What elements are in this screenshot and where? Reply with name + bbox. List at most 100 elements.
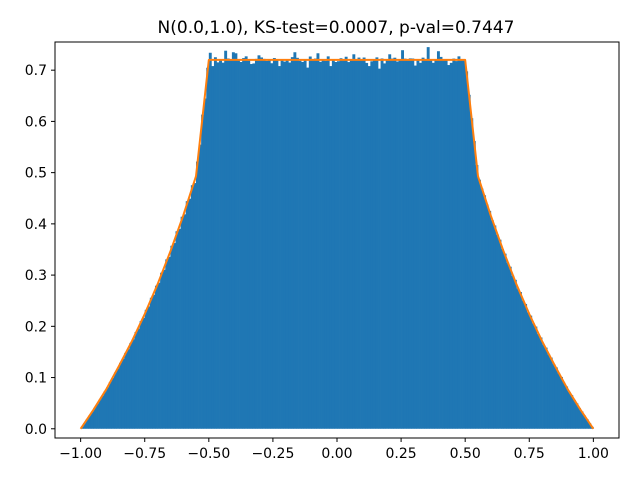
histogram-bar [229,59,233,429]
histogram-bar [167,256,171,429]
x-tick-label: 1.00 [578,446,609,462]
histogram-bar [544,347,548,429]
y-tick-label: 0.6 [25,114,47,130]
x-tick-label: 0.50 [450,446,481,462]
histogram-bar [190,185,194,429]
histogram-bar [175,231,179,429]
histogram-bar [465,71,469,429]
histogram-bar [362,57,366,429]
histogram-bar [231,52,235,429]
histogram-bar [390,58,394,429]
histogram-bar [131,339,135,429]
histogram-bar [462,60,466,429]
histogram-bar [326,56,330,429]
histogram-bar [313,58,317,429]
histogram-bar [147,306,151,429]
histogram-bar [139,321,143,429]
histogram-bar [124,352,128,429]
histogram-bar [372,59,376,429]
histogram-bar [516,288,520,429]
histogram-bar [495,234,499,429]
histogram-bar [306,67,310,429]
y-tick-label: 0.5 [25,166,47,182]
histogram-bar [93,407,97,429]
histogram-bar [196,161,199,429]
histogram-bar [457,56,461,429]
histogram-bar [498,239,502,429]
histogram-bar [262,58,266,429]
histogram-bar [472,141,476,429]
histogram-bar [354,60,358,429]
histogram-bar [493,225,497,429]
x-tick-label: 0.75 [514,446,545,462]
histogram-bar [88,415,92,429]
histogram-bar [152,294,156,429]
histogram-bar [575,403,579,429]
histogram-bar [562,382,566,429]
histogram-bar [121,358,125,429]
histogram-bar [501,249,504,429]
histogram-bar [180,216,184,429]
histogram-bar [536,334,540,429]
histogram-bar [90,411,94,429]
x-tick-label: −0.25 [251,446,294,462]
histogram-bar [126,349,130,429]
histogram-bar [542,344,545,429]
histogram-bar [444,59,448,429]
histogram-bar [193,183,197,429]
histogram-bar [526,312,530,429]
histogram-bar [144,309,148,429]
histogram-bar [554,367,558,429]
histogram-bar [162,269,166,429]
x-tick-label: 0.25 [386,446,417,462]
histogram-bar [226,58,230,429]
histogram-bar [370,61,374,429]
y-tick-label: 0.1 [25,371,47,387]
histogram-bar [172,243,176,429]
histogram-bar [342,60,346,429]
histogram-bar [206,67,210,429]
histogram-bar [467,94,471,429]
histogram-bar [436,51,440,429]
histogram-bar [337,61,340,429]
histogram-bar [539,337,543,429]
fitted-pdf-line [79,58,595,430]
histogram-bar [583,415,587,429]
histogram-bar [216,62,220,429]
histogram-bar [224,50,228,429]
histogram-bar [378,68,381,429]
histogram-bar [426,47,430,429]
histogram-bar [380,58,384,429]
histogram-bar [434,59,438,429]
histogram-bar [585,419,589,429]
histogram-bar [365,62,369,429]
histogram-bar [565,386,569,429]
histogram-bar [295,57,299,429]
histogram-bar [454,61,458,429]
histogram-bar [298,60,302,429]
histogram-bar [560,376,563,429]
histogram-bar [324,60,328,429]
histogram-bar [83,423,87,429]
histogram-bar [257,55,261,429]
histogram-bar [221,62,225,429]
histogram-bar [106,387,110,429]
x-tick-label: 0.00 [321,446,352,462]
histogram-bar [211,66,215,429]
histogram-bar [111,377,115,429]
histogram-bar [475,164,479,429]
histogram-bar [567,391,571,429]
x-tick-label: −0.50 [187,446,230,462]
histogram-bar [247,60,251,429]
histogram-bar [503,253,507,429]
histogram-bar [552,364,556,429]
histogram-bar [401,50,404,429]
histogram-bar [480,188,484,429]
histogram-bar [249,64,253,429]
histogram-bar [439,56,443,429]
histogram-bar [421,57,425,429]
y-tick-label: 0.2 [25,319,47,335]
histogram-bar [395,61,399,429]
histogram-bar [413,65,417,429]
